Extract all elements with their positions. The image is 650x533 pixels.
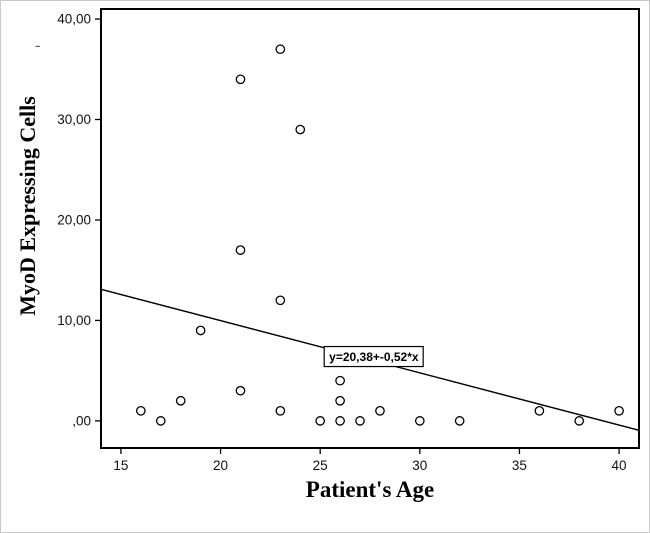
data-point bbox=[275, 405, 286, 416]
data-point bbox=[454, 416, 465, 426]
regression-equation-text: y=20,38+-0,52*x bbox=[329, 350, 419, 364]
data-point bbox=[195, 325, 206, 336]
y-tick-label: 20,00 bbox=[57, 212, 91, 227]
y-tick-label: 10,00 bbox=[57, 313, 91, 328]
data-point bbox=[335, 416, 345, 426]
data-point bbox=[275, 44, 286, 55]
data-point bbox=[534, 405, 545, 416]
y-axis-title: MyoD Expressing Cells bbox=[15, 96, 40, 316]
data-point bbox=[335, 375, 345, 386]
stray-mark: - bbox=[35, 37, 41, 54]
data-point bbox=[355, 416, 365, 426]
y-tick-label: 40,00 bbox=[57, 12, 91, 27]
data-point bbox=[235, 245, 246, 255]
y-tick-label: 30,00 bbox=[57, 112, 91, 127]
x-axis-title: Patient's Age bbox=[305, 477, 435, 502]
x-tick-label: 25 bbox=[313, 458, 328, 473]
regression-equation-label: y=20,38+-0,52*x bbox=[323, 345, 424, 368]
x-tick-label: 20 bbox=[213, 458, 228, 473]
y-tick-label: ,00 bbox=[72, 413, 91, 428]
plot-frame bbox=[100, 8, 640, 449]
data-point bbox=[375, 405, 385, 416]
data-point bbox=[175, 395, 186, 406]
data-point bbox=[275, 295, 286, 306]
data-point bbox=[235, 385, 246, 396]
x-tick-label: 15 bbox=[113, 458, 128, 473]
data-point bbox=[335, 395, 345, 406]
data-point bbox=[614, 405, 624, 416]
data-point bbox=[574, 416, 585, 426]
data-point bbox=[315, 416, 326, 426]
data-point bbox=[235, 74, 246, 85]
data-point bbox=[155, 416, 166, 426]
x-tick-label: 40 bbox=[612, 458, 627, 473]
data-point bbox=[414, 416, 425, 426]
x-tick-label: 35 bbox=[512, 458, 527, 473]
x-tick-label: 30 bbox=[412, 458, 427, 473]
data-point bbox=[295, 124, 306, 135]
data-point bbox=[136, 405, 146, 416]
